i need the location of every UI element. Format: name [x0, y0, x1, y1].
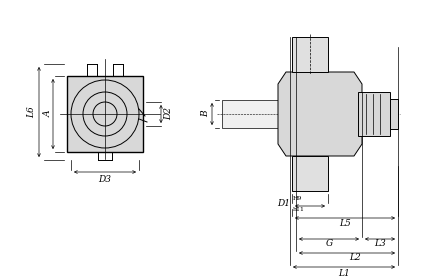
Bar — [292, 37, 328, 72]
Bar — [222, 100, 300, 128]
Text: H9: H9 — [293, 196, 303, 201]
Polygon shape — [278, 72, 362, 156]
Text: L5: L5 — [339, 220, 351, 229]
Bar — [292, 156, 328, 191]
Text: L1: L1 — [338, 268, 350, 278]
Text: D1: D1 — [277, 199, 290, 208]
Text: D2: D2 — [164, 107, 174, 121]
Text: B: B — [201, 111, 211, 117]
Bar — [67, 76, 143, 152]
Text: L3: L3 — [374, 239, 386, 249]
Text: A: A — [44, 111, 52, 117]
Text: G: G — [325, 239, 333, 249]
Text: D3: D3 — [99, 174, 112, 184]
Bar — [358, 92, 390, 136]
Text: L2: L2 — [349, 254, 361, 263]
Bar — [390, 99, 398, 129]
Text: L6: L6 — [27, 106, 37, 118]
Text: h11: h11 — [293, 207, 305, 212]
